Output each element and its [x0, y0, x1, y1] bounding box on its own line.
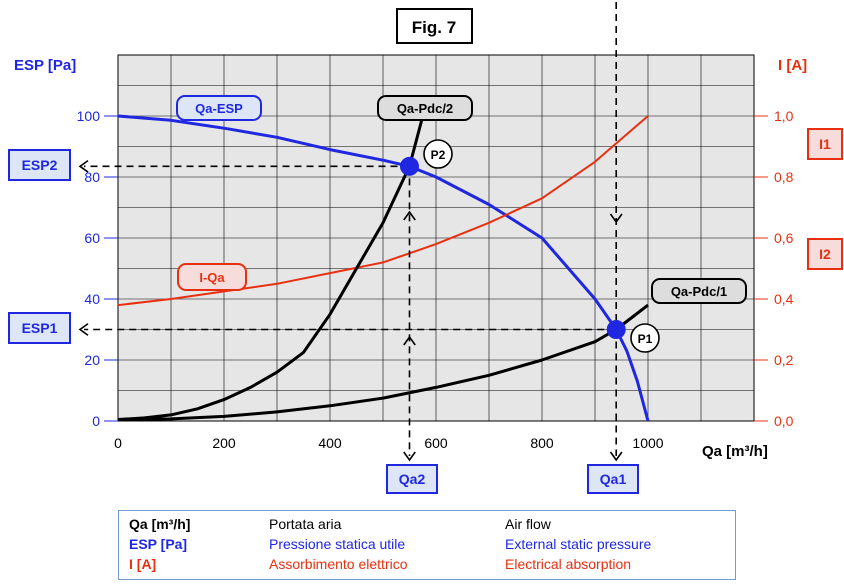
- y-right-axis-title: I [A]: [778, 57, 807, 74]
- legend-symbol: Qa [m³/h]: [129, 516, 191, 532]
- y-right-tick-label: 0,0: [774, 413, 794, 429]
- arrow-head-esp1: [78, 323, 89, 336]
- guide-arrows: [78, 0, 623, 462]
- y-right-tick-label: 0,4: [774, 291, 794, 307]
- series-tag-qa-esp-box: [176, 95, 262, 121]
- legend-table: Qa [m³/h] Portata aria Air flow ESP [Pa]…: [118, 510, 736, 580]
- y-left-tick-label: 40: [84, 291, 100, 307]
- figure-title-box: [396, 8, 473, 44]
- x-tick-label: 200: [212, 435, 236, 451]
- esp2-label-text: ESP2: [22, 157, 58, 173]
- x-axis-title: Qa [m³/h]: [702, 443, 768, 460]
- dual-axis-chart: Fig. 7 ESP [Pa] I [A] Qa [m³/h] 0 200 400 6…: [8, 0, 843, 494]
- legend-italian: Portata aria: [269, 516, 342, 532]
- series-line-qa-pdc-1: [118, 303, 649, 421]
- x-tick-label: 800: [530, 435, 554, 451]
- esp1-label-box: [8, 312, 71, 344]
- i2-label-text: I2: [819, 246, 831, 262]
- y-right-tick-label: 1,0: [774, 108, 794, 124]
- i1-label-text: I1: [819, 136, 831, 152]
- axis-ticks: 0 200 400 600 800 1000 0 20 40 60 80 100 0,0 0,2 0,4 0,…: [77, 108, 794, 451]
- series-line-qa-esp: [118, 114, 650, 421]
- y-left-tick-label: 80: [84, 169, 100, 185]
- y-right-tick-label: 0,8: [774, 169, 794, 185]
- series-line-qa-pdc-2: [118, 115, 425, 421]
- series-tag-i-qa-text: I-Qa: [199, 270, 225, 285]
- qa1-label-text: Qa1: [600, 471, 627, 487]
- point-p1-bubble: [630, 323, 660, 353]
- arrow-head-qa1: [609, 451, 623, 462]
- curve-labels: ESP2 ESP1 I1 I2 Qa2 Qa1 Qa-ESP I-Qa Qa-Pdc/1 Qa-P…: [8, 95, 843, 494]
- x-tick-label: 0: [114, 435, 122, 451]
- legend-italian: Pressione statica utile: [269, 536, 406, 552]
- esp1-label-text: ESP1: [22, 320, 58, 336]
- qa2-label-box: [386, 464, 438, 494]
- arrow-head-qa2-low: [403, 335, 416, 346]
- legend-row-i: I [A] Assorbimento elettrico Electrical …: [129, 556, 729, 573]
- legend-english: Electrical absorption: [505, 556, 632, 572]
- legend-symbol: I [A]: [129, 556, 157, 572]
- x-tick-label: 600: [424, 435, 448, 451]
- arrow-head-qa2: [403, 451, 416, 462]
- y-left-tick-label: 60: [84, 230, 100, 246]
- x-tick-label: 1000: [632, 435, 663, 451]
- arrow-head-qa2-up: [403, 210, 416, 221]
- series-tag-qa-pdc-2-box: [377, 95, 473, 121]
- y-left-tick-label: 0: [92, 413, 100, 429]
- legend-english: Air flow: [505, 516, 551, 532]
- legend-english: External static pressure: [505, 536, 652, 552]
- point-p2-bubble: [423, 139, 453, 169]
- x-tick-label: 400: [318, 435, 342, 451]
- point-p1-label: P1: [638, 332, 653, 346]
- legend-symbol: ESP [Pa]: [129, 536, 188, 552]
- y-right-tick-label: 0,6: [774, 230, 794, 246]
- arrow-head-esp2: [78, 159, 89, 173]
- y-left-tick-label: 100: [77, 108, 101, 124]
- legend-italian: Assorbimento elettrico: [269, 556, 408, 572]
- y-left-axis-title: ESP [Pa]: [14, 57, 76, 74]
- qa2-label-text: Qa2: [399, 471, 426, 487]
- y-left-tick-label: 20: [84, 352, 100, 368]
- point-p2-label: P2: [431, 148, 446, 162]
- legend-row-esp: ESP [Pa] Pressione statica utile Externa…: [129, 536, 729, 553]
- qa1-label-box: [587, 464, 639, 494]
- figure-title: Fig. 7: [412, 18, 456, 37]
- series-tag-qa-pdc-1-text: Qa-Pdc/1: [671, 284, 727, 299]
- series-tag-i-qa-box: [177, 263, 247, 291]
- operating-point-p2: [400, 156, 419, 176]
- series-tag-qa-esp-text: Qa-ESP: [195, 101, 243, 116]
- y-right-tick-label: 0,2: [774, 352, 794, 368]
- series-tag-qa-pdc-1-box: [651, 278, 747, 304]
- legend-row-qa: Qa [m³/h] Portata aria Air flow: [129, 516, 729, 533]
- i1-label-box: [807, 128, 843, 160]
- i2-label-box: [807, 238, 843, 270]
- esp2-label-box: [8, 149, 71, 181]
- operating-point-p1: [606, 320, 626, 339]
- series-tag-qa-pdc-2-text: Qa-Pdc/2: [397, 101, 453, 116]
- operating-points: P1 P2: [400, 139, 660, 353]
